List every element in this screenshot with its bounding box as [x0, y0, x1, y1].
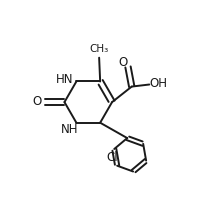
Text: O: O: [32, 95, 41, 108]
Text: CH₃: CH₃: [90, 44, 109, 54]
Text: NH: NH: [60, 124, 78, 136]
Text: Cl: Cl: [106, 151, 118, 164]
Text: OH: OH: [149, 77, 167, 90]
Text: HN: HN: [56, 73, 74, 86]
Text: O: O: [118, 56, 127, 69]
